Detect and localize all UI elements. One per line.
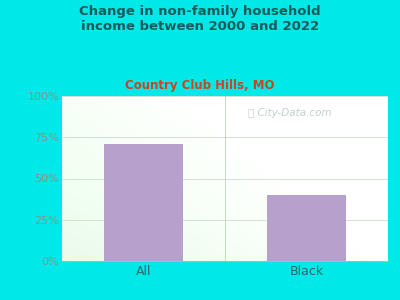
Text: ⓘ City-Data.com: ⓘ City-Data.com (248, 108, 332, 118)
Text: Change in non-family household
income between 2000 and 2022: Change in non-family household income be… (79, 4, 321, 34)
Bar (267, 195, 346, 261)
Text: Country Club Hills, MO: Country Club Hills, MO (125, 80, 275, 92)
Bar (104, 144, 183, 261)
